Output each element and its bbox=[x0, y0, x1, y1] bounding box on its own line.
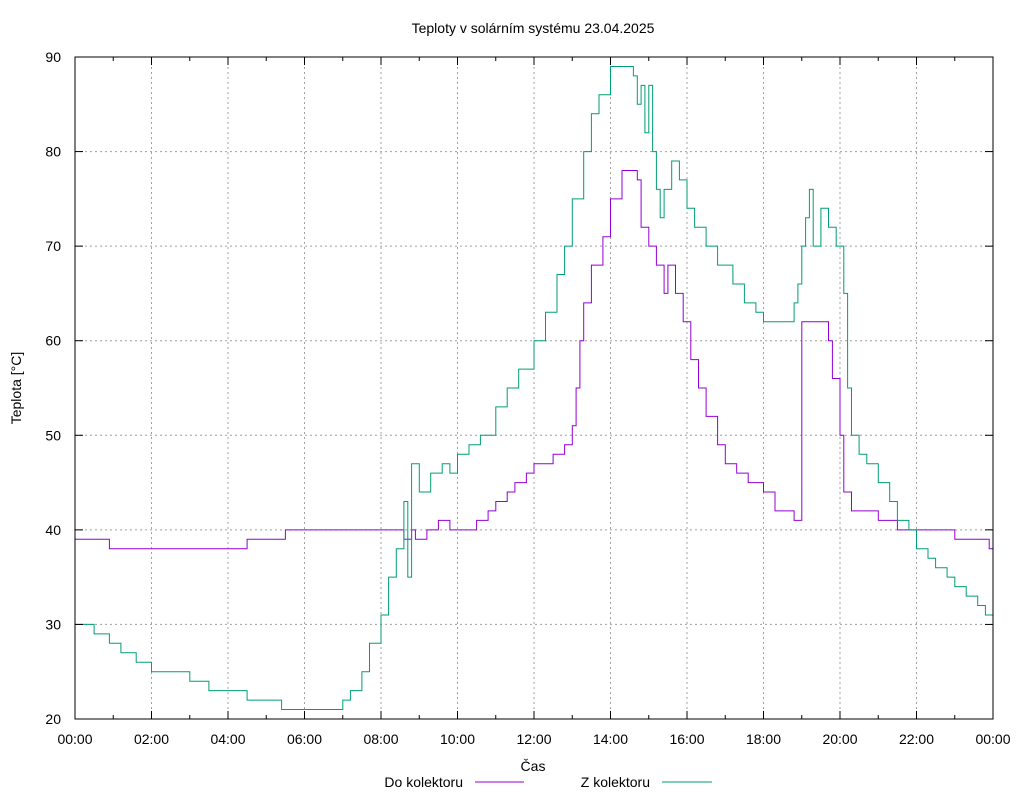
y-tick-label: 60 bbox=[45, 333, 61, 349]
series-line-do-kolektoru bbox=[75, 170, 993, 550]
x-tick-label: 12:00 bbox=[516, 731, 551, 747]
series-lines bbox=[75, 66, 994, 710]
x-tick-label: 14:00 bbox=[593, 731, 628, 747]
x-tick-labels: 00:00 02:00 04:00 06:00 08:00 10:00 12:00 14:00… bbox=[57, 731, 1010, 747]
y-tick-label: 40 bbox=[45, 522, 61, 538]
y-tick-label: 90 bbox=[45, 49, 61, 65]
axis-ticks bbox=[74, 56, 994, 720]
legend-label-do-kolektoru: Do kolektoru bbox=[384, 774, 463, 790]
y-tick-label: 20 bbox=[45, 711, 61, 727]
legend: Do kolektoru Z kolektoru bbox=[384, 774, 712, 790]
x-axis-label: Čas bbox=[521, 758, 546, 774]
x-tick-label: 18:00 bbox=[746, 731, 781, 747]
y-tick-label: 80 bbox=[45, 144, 61, 160]
x-tick-label: 20:00 bbox=[822, 731, 857, 747]
series-line-z-kolektoru bbox=[75, 66, 994, 710]
x-tick-label: 04:00 bbox=[210, 731, 245, 747]
x-tick-label: 08:00 bbox=[363, 731, 398, 747]
grid-lines bbox=[75, 57, 993, 719]
x-tick-label: 22:00 bbox=[899, 731, 934, 747]
legend-label-z-kolektoru: Z kolektoru bbox=[581, 774, 650, 790]
x-tick-label: 16:00 bbox=[669, 731, 704, 747]
x-tick-label: 10:00 bbox=[440, 731, 475, 747]
y-tick-label: 30 bbox=[45, 616, 61, 632]
x-tick-label: 02:00 bbox=[134, 731, 169, 747]
x-tick-label: 00:00 bbox=[57, 731, 92, 747]
y-tick-label: 50 bbox=[45, 427, 61, 443]
x-tick-label: 06:00 bbox=[287, 731, 322, 747]
y-tick-labels: 20 30 40 50 60 70 80 90 bbox=[45, 49, 61, 727]
x-tick-label: 00:00 bbox=[975, 731, 1010, 747]
chart-title: Teploty v solárním systému 23.04.2025 bbox=[412, 20, 655, 36]
y-axis-label: Teplota [°C] bbox=[8, 352, 24, 425]
y-tick-label: 70 bbox=[45, 238, 61, 254]
